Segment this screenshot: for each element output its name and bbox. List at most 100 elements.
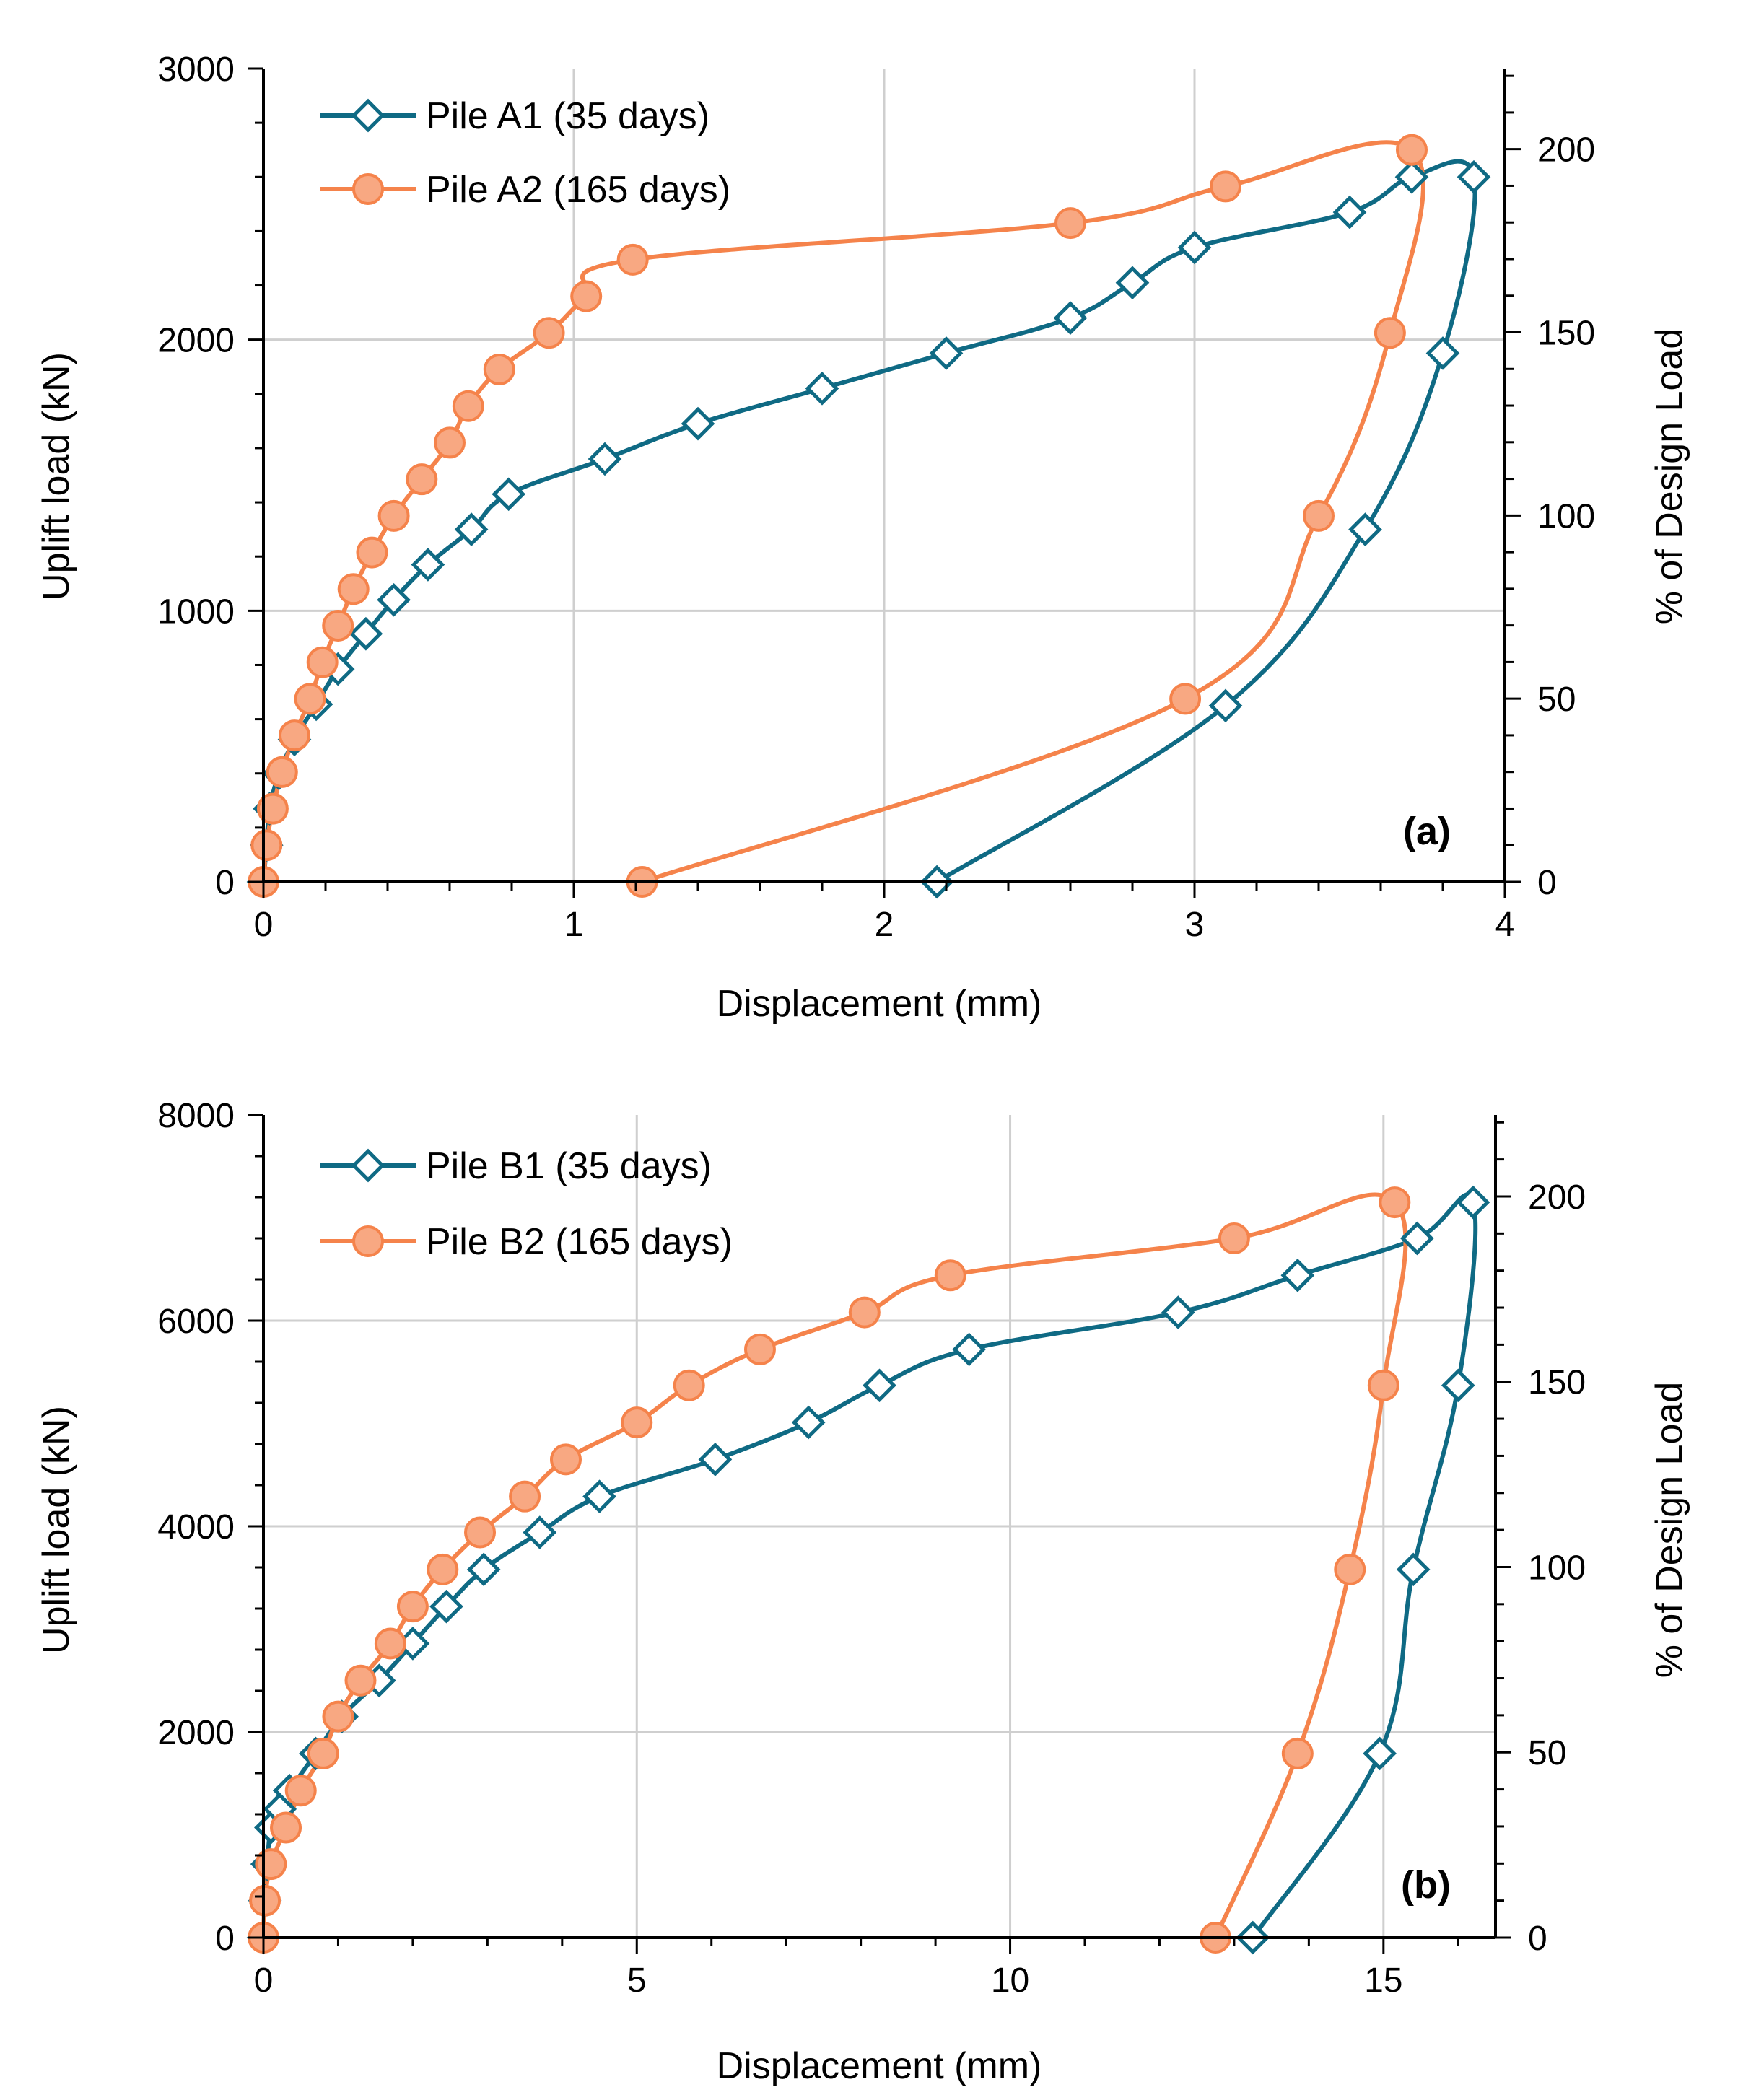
y-axis-label-a: Uplift load (kN) (35, 352, 77, 600)
data-point-diamond (791, 1405, 826, 1440)
data-point-diamond (466, 1552, 501, 1587)
data-point-diamond (698, 1443, 733, 1476)
data-point-diamond (411, 548, 445, 582)
panel-label-b: (b) (1401, 1863, 1451, 1907)
y2-tick-label-0: 0 (1528, 1920, 1547, 1958)
data-point-circle (396, 1591, 429, 1623)
legend-label-b1: Pile B1 (35 days) (426, 1145, 712, 1187)
data-point-circle (1169, 683, 1202, 715)
data-point-circle (1374, 317, 1406, 349)
y2-tick-label-2: 100 (1528, 1549, 1586, 1587)
data-point-diamond (1396, 1552, 1431, 1587)
y2-tick-label-2: 100 (1537, 497, 1595, 535)
data-point-circle (509, 1480, 541, 1513)
data-point-circle (256, 792, 289, 825)
data-point-circle (270, 1811, 302, 1844)
data-point-circle (1367, 1369, 1399, 1401)
data-point-diamond (1115, 266, 1150, 300)
data-point-diamond (454, 512, 489, 546)
data-point-diamond (349, 616, 383, 651)
data-point-circle (743, 1333, 776, 1365)
y2-axis-label-b: % of Design Load (1649, 1382, 1690, 1679)
data-point-circle (406, 463, 438, 496)
data-point-circle (1303, 499, 1335, 532)
data-point-circle (1218, 1222, 1250, 1254)
y-tick-label-2: 2000 (157, 322, 235, 360)
y2-tick-label-1: 50 (1537, 681, 1576, 719)
markers-b (246, 1185, 1490, 1955)
markers-a (246, 134, 1491, 899)
y2-axis-label-a: % of Design Load (1649, 328, 1690, 625)
data-point-diamond (1161, 1295, 1195, 1329)
data-point-diamond (805, 371, 839, 406)
x-tick-label-0: 0 (254, 1961, 274, 2000)
data-point-diamond (952, 1332, 986, 1367)
data-point-circle (1281, 1737, 1314, 1769)
data-point-diamond (377, 582, 411, 617)
x-axis-label-b: Displacement (mm) (717, 2045, 1042, 2087)
data-point-diamond (863, 1368, 896, 1403)
axes-a (248, 67, 1521, 898)
data-point-circle (255, 1848, 287, 1881)
x-tick-label-4: 4 (1495, 906, 1515, 944)
data-point-circle (377, 499, 410, 532)
data-point-circle (279, 719, 310, 752)
data-point-circle (1054, 207, 1086, 240)
data-point-diamond (1053, 301, 1088, 335)
data-point-diamond (1394, 159, 1429, 194)
x-tick-label-3: 15 (1364, 1961, 1402, 2000)
data-point-diamond (1177, 230, 1212, 265)
y-tick-label-3: 3000 (157, 51, 235, 89)
data-point-circle (570, 280, 603, 312)
data-point-diamond (588, 442, 622, 476)
x-tick-label-2: 2 (875, 906, 894, 944)
data-point-circle (934, 1259, 966, 1292)
data-point-circle (1334, 1553, 1366, 1585)
data-point-diamond (492, 477, 526, 512)
y2-tick-label-1: 50 (1528, 1734, 1566, 1772)
x-tick-label-3: 3 (1185, 906, 1205, 944)
data-point-circle (337, 573, 370, 605)
data-point-circle (848, 1296, 881, 1329)
data-point-circle (1210, 170, 1241, 203)
x-tick-label-1: 1 (564, 906, 584, 944)
y2-tick-label-3: 150 (1528, 1364, 1586, 1402)
y-tick-label-0: 0 (215, 864, 235, 902)
x-tick-label-1: 5 (627, 1961, 647, 2000)
data-point-circle (284, 1775, 317, 1807)
legend-label-a1: Pile A1 (35 days) (426, 95, 709, 137)
data-point-diamond (1332, 195, 1367, 229)
y2-tick-label-4: 200 (1537, 131, 1595, 170)
data-point-circle (621, 1406, 653, 1439)
legend-label-a2: Pile A2 (165 days) (426, 169, 730, 211)
data-point-circle (464, 1516, 497, 1549)
legend-circle-marker-b2 (352, 1225, 384, 1257)
data-point-diamond (929, 336, 964, 370)
data-point-circle (249, 1884, 281, 1917)
data-point-circle (374, 1627, 406, 1660)
y2-tick-label-0: 0 (1537, 864, 1557, 902)
legend-diamond-marker-a1 (351, 98, 385, 133)
y2-tick-label-3: 150 (1537, 315, 1595, 353)
data-point-circle (616, 243, 649, 276)
data-point-circle (250, 829, 283, 862)
data-point-circle (306, 646, 339, 678)
data-point-circle (356, 536, 388, 569)
data-point-diamond (1363, 1736, 1397, 1771)
legend-label-b2: Pile B2 (165 days) (426, 1221, 733, 1263)
y-axis-label-b: Uplift load (kN) (35, 1406, 77, 1654)
data-point-circle (483, 353, 515, 385)
x-axis-label-a: Displacement (mm) (717, 983, 1042, 1025)
data-point-circle (427, 1553, 459, 1585)
data-point-diamond (1348, 512, 1382, 546)
data-point-diamond (681, 406, 715, 441)
data-point-circle (307, 1737, 339, 1769)
data-point-circle (1379, 1186, 1411, 1219)
panel-label-a: (a) (1403, 810, 1451, 853)
data-point-diamond (1400, 1221, 1434, 1256)
